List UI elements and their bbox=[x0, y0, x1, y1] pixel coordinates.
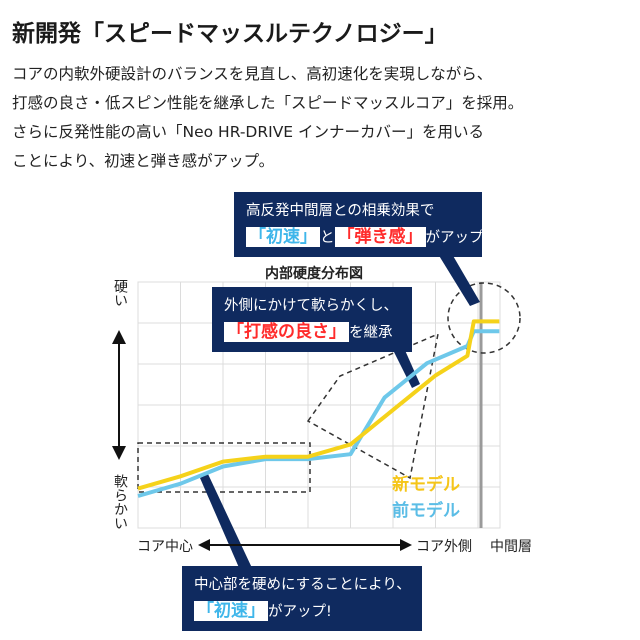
callout-bottom-line2: 「初速」 がアップ! bbox=[194, 598, 410, 625]
callout-bottom-line1: 中心部を硬めにすることにより、 bbox=[194, 577, 411, 593]
y-axis-arrow-up-head bbox=[112, 330, 126, 344]
callout-top-pointer bbox=[438, 254, 480, 306]
callout-bottom-pointer bbox=[200, 474, 252, 570]
callout-bottom-tail: がアップ! bbox=[268, 604, 332, 620]
callout-top-tail: がアップ。 bbox=[425, 230, 498, 246]
callout-middle-tail: を継承 bbox=[349, 325, 393, 341]
series-line-new-model bbox=[137, 319, 500, 491]
annotation-box-outer-core bbox=[306, 332, 440, 480]
description: コアの内軟外硬設計のバランスを見直し、高初速化を実現しながら、 打感の良さ・低ス… bbox=[12, 60, 632, 176]
callout-top-mid: と bbox=[320, 230, 335, 246]
y-axis-arrow-down-head bbox=[112, 446, 126, 460]
x-axis-arrow-left-head bbox=[198, 539, 210, 551]
description-line: ことにより、初速と弾き感がアップ。 bbox=[12, 152, 275, 170]
x-axis-label-core-outer: コア外側 bbox=[416, 539, 472, 555]
callout-middle-line2: 「打感の良さ」 を継承 bbox=[224, 319, 400, 346]
callout-top: 高反発中間層との相乗効果で 「初速」と「弾き感」 がアップ。 bbox=[234, 192, 498, 257]
annotation-box-core-center bbox=[137, 442, 311, 493]
x-axis-label-core-center: コア中心 bbox=[137, 539, 193, 555]
chart-arrows bbox=[112, 330, 412, 551]
legend-old-model: 前モデル bbox=[392, 501, 460, 521]
description-line: さらに反発性能の高い「Neo HR-DRIVE インナーカバー」を用いる bbox=[12, 123, 485, 141]
callout-top-highlight-speed: 「初速」 bbox=[246, 227, 320, 247]
description-line: コアの内軟外硬設計のバランスを見直し、高初速化を実現しながら、 bbox=[12, 65, 493, 83]
callout-top-line2: 「初速」と「弾き感」 がアップ。 bbox=[246, 224, 498, 251]
x-axis-arrow-right-head bbox=[400, 539, 412, 551]
callout-middle-line1: 外側にかけて軟らかくし、 bbox=[224, 298, 398, 314]
callout-bottom: 中心部を硬めにすることにより、 「初速」 がアップ! bbox=[182, 566, 422, 631]
chart-grid bbox=[137, 281, 501, 529]
page-title: 新開発「スピードマッスルテクノロジー」 bbox=[12, 21, 448, 47]
annotation-circle-mantle bbox=[447, 282, 521, 354]
y-axis-label-soft: 軟らかい bbox=[112, 474, 128, 530]
callout-top-highlight-snap: 「弾き感」 bbox=[334, 227, 426, 247]
y-axis-label-hard: 硬い bbox=[112, 279, 128, 307]
legend-new-model: 新モデル bbox=[392, 475, 460, 495]
callout-middle-pointer bbox=[392, 348, 420, 388]
callout-bottom-highlight-speed: 「初速」 bbox=[194, 601, 268, 621]
callout-middle-highlight-feel: 「打感の良さ」 bbox=[224, 322, 349, 342]
x-axis-label-mantle: 中間層 bbox=[490, 539, 532, 555]
chart-series bbox=[137, 319, 500, 498]
callout-middle: 外側にかけて軟らかくし、 「打感の良さ」 を継承 bbox=[212, 287, 412, 352]
description-line: 打感の良さ・低スピン性能を継承した「スピードマッスルコア」を採用。 bbox=[12, 94, 524, 112]
chart-title: 内部硬度分布図 bbox=[265, 266, 363, 282]
callout-top-line1: 高反発中間層との相乗効果で bbox=[246, 203, 435, 219]
